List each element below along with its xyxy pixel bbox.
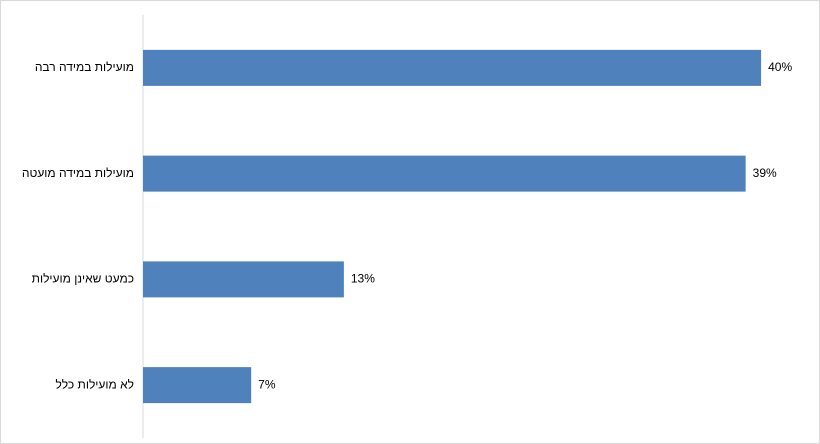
bar [143,49,762,86]
value-label: 13% [351,272,375,286]
bar [143,155,746,192]
value-label: 40% [768,60,792,74]
y-tick-label: מועילות במידה מועטה [22,166,134,180]
value-label: 7% [258,377,276,391]
bar [143,261,344,298]
bar [143,367,252,404]
y-tick-label: לא מועילות כלל [56,377,134,391]
value-label: 39% [753,166,777,180]
y-tick-label: מועילות במידה רבה [35,60,134,74]
y-tick-label: כמעט שאינן מועילות [32,272,134,286]
